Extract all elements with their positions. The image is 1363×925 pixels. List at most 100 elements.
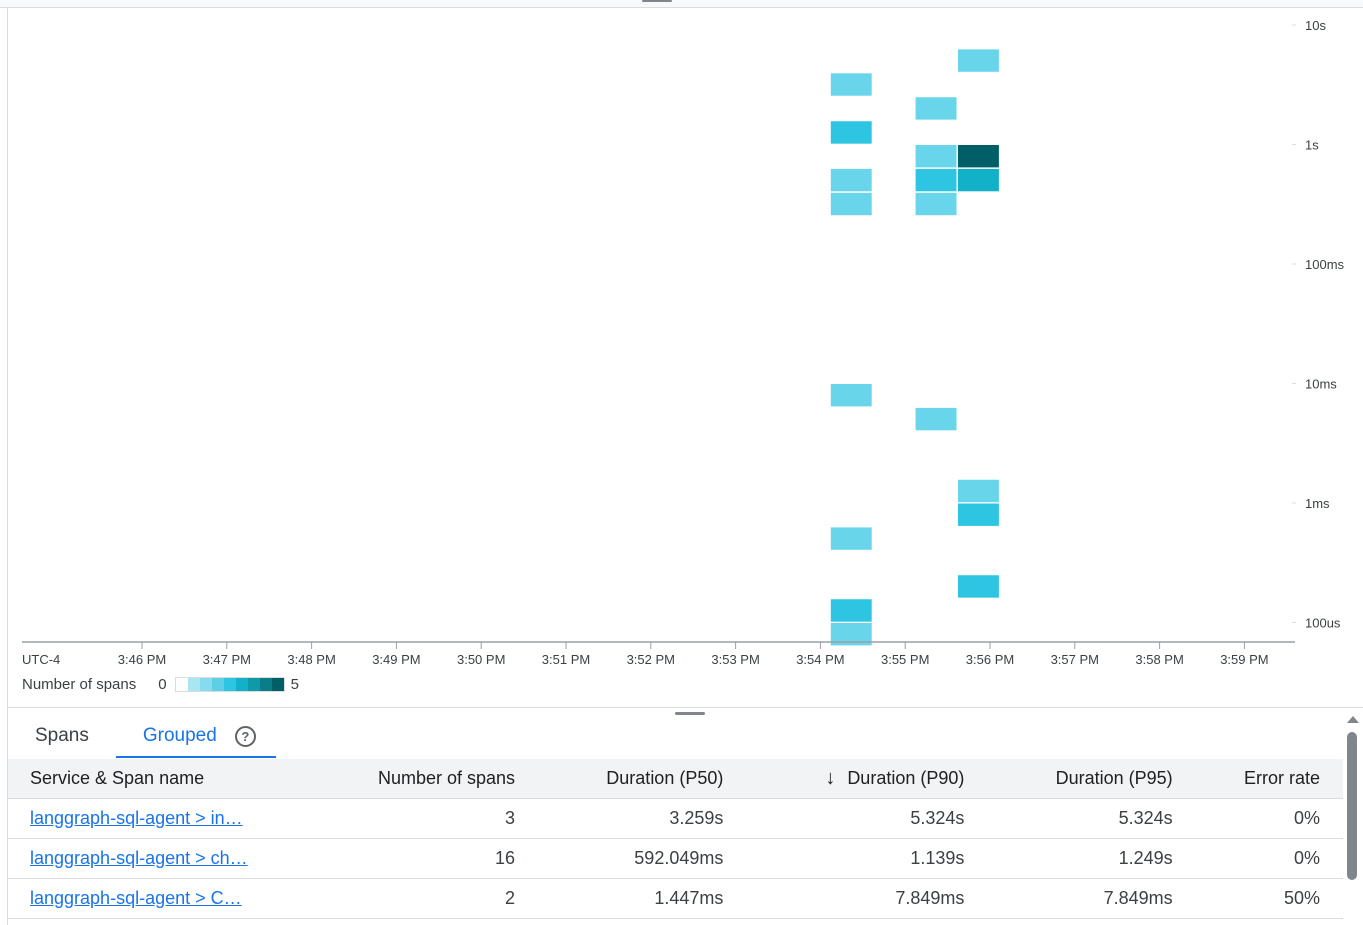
col-error-rate[interactable]: Error rate [1195, 759, 1343, 799]
x-tick-label: 3:50 PM [457, 652, 505, 667]
legend-swatch [175, 678, 188, 691]
heatmap-cell[interactable] [915, 97, 957, 120]
heatmap-cell[interactable] [830, 599, 872, 622]
table-cell: 7.849ms [746, 878, 988, 919]
table-scrollbar[interactable] [1345, 715, 1363, 925]
heatmap-cell[interactable] [830, 192, 872, 216]
table-cell: 3.259s [538, 798, 747, 839]
heatmap-cell[interactable] [830, 527, 872, 550]
legend-swatch [187, 678, 200, 691]
tab-grouped-label: Grouped [142, 725, 217, 746]
table-cell: langgraph-sql-agent > in… [8, 798, 300, 839]
legend-swatches [174, 677, 285, 692]
legend-swatch [271, 678, 284, 691]
x-tick-label: 3:56 PM [966, 652, 1014, 667]
y-tick-label: 10s [1305, 18, 1326, 33]
table-cell: 50% [1195, 878, 1343, 919]
x-tick-label: 3:57 PM [1051, 652, 1099, 667]
heatmap-cell[interactable] [830, 168, 872, 192]
table-cell: 592.049ms [538, 838, 747, 879]
heatmap-cell[interactable] [957, 49, 999, 72]
table-cell: 0% [1195, 838, 1343, 879]
heatmap-cell[interactable] [957, 168, 999, 192]
timezone-label: UTC-4 [22, 652, 60, 667]
heatmap-chart: 3:46 PM 3:47 PM 3:48 PM 3:49 PM 3:50 PM 3:51 … [22, 18, 1345, 667]
table-row[interactable]: langgraph-sql-agent > ch… 16 592.049ms 1.13… [8, 838, 1343, 879]
legend-swatch [211, 678, 224, 691]
col-duration-p90[interactable]: ↓ Duration (P90) [746, 759, 988, 799]
heatmap-cell[interactable] [915, 192, 957, 216]
y-tick-label: 10ms [1305, 377, 1337, 392]
legend-swatch [223, 678, 236, 691]
table-row[interactable]: langgraph-sql-agent > in… 3 3.259s 5.324s 5.… [8, 798, 1343, 839]
sort-descending-icon: ↓ [825, 767, 836, 789]
legend-title: Number of spans [22, 676, 137, 693]
table-cell: langgraph-sql-agent > C… [8, 878, 300, 919]
top-resize-handle[interactable] [642, 0, 672, 2]
heatmap-cell[interactable] [915, 168, 957, 192]
legend-swatch [199, 678, 212, 691]
x-tick-label: 3:52 PM [627, 652, 675, 667]
heatmap-cell[interactable] [915, 145, 957, 168]
grouped-spans-table: Service & Span name Number of spans Dura… [8, 759, 1343, 919]
col-duration-p95[interactable]: Duration (P95) [987, 759, 1196, 799]
span-name-link[interactable]: langgraph-sql-agent > in… [30, 808, 243, 828]
table-cell: 7.849ms [987, 878, 1196, 919]
table-cell: 1.447ms [538, 878, 747, 919]
table-cell: 5.324s [746, 798, 988, 839]
x-tick-label: 3:54 PM [796, 652, 844, 667]
col-service-span-name[interactable]: Service & Span name [8, 759, 300, 799]
x-tick-label: 3:48 PM [287, 652, 335, 667]
span-name-link[interactable]: langgraph-sql-agent > C… [30, 888, 242, 908]
help-icon[interactable]: ? [234, 725, 256, 747]
col-duration-p50[interactable]: Duration (P50) [538, 759, 747, 799]
table-cell: 2 [300, 878, 539, 919]
scrollbar-thumb[interactable] [1347, 732, 1357, 880]
left-border [7, 8, 8, 925]
x-tick-label: 3:49 PM [372, 652, 420, 667]
table-cell: langgraph-sql-agent > ch… [8, 838, 300, 879]
table-row[interactable]: langgraph-sql-agent > C… 2 1.447ms 7.849ms 7… [8, 878, 1343, 919]
legend-min: 0 [158, 676, 167, 693]
legend-swatch [235, 678, 248, 691]
heatmap-cell[interactable] [830, 623, 872, 646]
y-tick-label: 100ms [1305, 257, 1345, 272]
panel-divider [8, 707, 1363, 708]
table-cell: 1.249s [987, 838, 1196, 879]
col-number-of-spans[interactable]: Number of spans [300, 759, 539, 799]
heatmap-cell[interactable] [830, 384, 872, 407]
y-tick-label: 1s [1305, 138, 1319, 153]
span-name-link[interactable]: langgraph-sql-agent > ch… [30, 848, 248, 868]
panel-resize-handle[interactable] [675, 712, 705, 715]
tab-spans-label: Spans [35, 725, 89, 746]
table-cell: 3 [300, 798, 539, 839]
legend-max: 5 [290, 676, 299, 693]
tab-grouped[interactable]: Grouped? [115, 716, 276, 758]
x-tick-label: 3:59 PM [1220, 652, 1268, 667]
table-header-row: Service & Span name Number of spans Dura… [8, 759, 1343, 799]
x-tick-label: 3:47 PM [203, 652, 251, 667]
heatmap-cell[interactable] [830, 121, 872, 144]
legend-swatch [259, 678, 272, 691]
legend-swatch [247, 678, 260, 691]
top-bar [0, 0, 1363, 8]
y-tick-label: 100us [1305, 616, 1341, 631]
x-tick-label: 3:58 PM [1135, 652, 1183, 667]
scroll-up-arrow-icon[interactable] [1347, 716, 1359, 723]
col-duration-p90-label: Duration (P90) [847, 768, 965, 788]
color-legend: Number of spans 0 5 [22, 676, 299, 693]
heatmap-cell[interactable] [957, 145, 999, 168]
table-cell: 5.324s [987, 798, 1196, 839]
heatmap-cell[interactable] [957, 503, 999, 526]
heatmap-cell[interactable] [915, 407, 957, 431]
tab-bar: Spans Grouped? [8, 716, 276, 758]
y-tick-label: 1ms [1305, 496, 1330, 511]
tab-spans[interactable]: Spans [8, 716, 116, 756]
x-tick-label: 3:53 PM [711, 652, 759, 667]
x-tick-label: 3:46 PM [118, 652, 166, 667]
table-cell: 16 [300, 838, 539, 879]
heatmap-cell[interactable] [830, 73, 872, 96]
heatmap-cell[interactable] [957, 575, 999, 598]
x-tick-label: 3:55 PM [881, 652, 929, 667]
heatmap-cell[interactable] [957, 479, 999, 503]
